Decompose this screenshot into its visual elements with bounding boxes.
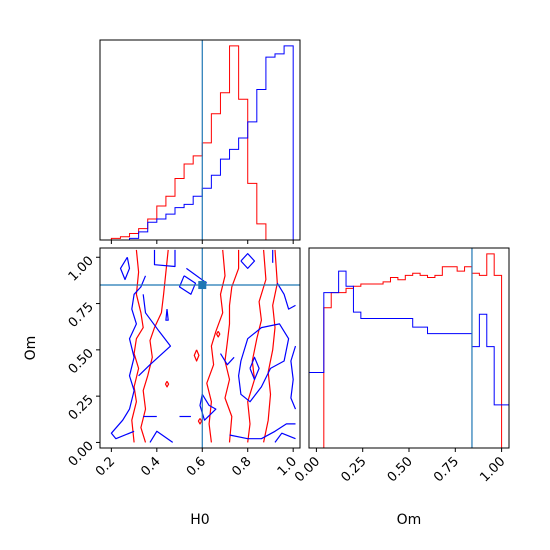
contour-line-2-19	[274, 432, 296, 443]
om-hist-line-2	[308, 270, 510, 448]
contour-frame	[99, 247, 301, 449]
contour-y-axis: 0.00 0.25 0.50 0.75 1.00	[66, 253, 100, 470]
contour-line-1-5	[247, 249, 267, 443]
om-x-tick-label: 0.25	[338, 454, 369, 485]
x-axis-label-om: Om	[397, 512, 422, 528]
y-tick-label: 0.25	[66, 392, 97, 423]
contour-line-2-17	[276, 282, 296, 310]
contour-line-1-8	[164, 381, 170, 388]
contour-line-1-2	[140, 249, 169, 443]
panel-h0-marginal	[99, 39, 301, 244]
y-tick-label: 0.00	[66, 439, 97, 470]
contour-line-2-3	[110, 275, 147, 440]
y-tick-label: 0.75	[66, 300, 97, 331]
panel-om-marginal: 0.00 0.25 0.50 0.75 1.00 Om	[292, 247, 510, 528]
contour-line-2-12	[238, 323, 290, 403]
x-tick-label: 0.6	[184, 454, 209, 479]
truth-marker	[198, 281, 207, 290]
om-x-axis: 0.00 0.25 0.50 0.75 1.00	[292, 448, 508, 485]
contour-line-2-5	[138, 294, 172, 377]
contour-line-2-7	[186, 267, 208, 284]
om-hist-line-1	[309, 253, 509, 449]
contour-line-1-9	[216, 331, 221, 338]
contour-x-axis: 0.2 0.4 0.6 0.8 1.0	[93, 448, 300, 479]
h0-marginal-frame	[99, 39, 301, 241]
h0-hist-series	[110, 45, 294, 244]
y-axis-label-om: Om	[23, 336, 39, 361]
contour-area	[110, 249, 297, 443]
om-x-tick-label: 1.00	[477, 454, 508, 485]
contour-line-2-10	[165, 309, 169, 321]
contour-line-1-1	[131, 249, 144, 443]
om-x-tick-label: 0.00	[292, 454, 323, 485]
contour-line-2-13	[249, 356, 260, 381]
om-hist-series	[308, 253, 510, 449]
contour-line-1-3	[206, 249, 226, 443]
y-tick-label: 1.00	[66, 253, 97, 284]
contour-line-2-2	[153, 249, 176, 268]
contour-line-2-6	[178, 275, 197, 295]
om-x-tick-label: 0.75	[431, 454, 462, 485]
x-tick-label: 0.8	[229, 454, 254, 479]
contour-line-1-7	[193, 349, 200, 362]
x-tick-label: 0.4	[138, 454, 163, 479]
contour-line-2-1	[119, 256, 131, 281]
y-tick-label: 0.50	[66, 346, 97, 377]
contour-line-1-4	[224, 249, 240, 443]
contour-line-2-4	[149, 430, 174, 443]
contour-line-2-14	[219, 353, 235, 366]
h0-hist-line-2	[111, 45, 294, 241]
contour-line-2-20	[290, 345, 297, 410]
contour-line-2-11	[199, 393, 217, 421]
contour-line-1-10	[197, 418, 203, 425]
panel-h0-om-contour: 0.2 0.4 0.6 0.8 1.0 0.000.250.500.751.00 H0 …	[23, 247, 301, 528]
contour-line-2-18	[229, 423, 296, 440]
x-tick-label: 0.2	[93, 454, 118, 479]
x-axis-label-h0: H0	[190, 512, 209, 528]
contour-line-2-15	[240, 253, 256, 269]
om-x-tick-label: 0.50	[385, 454, 416, 485]
contour-line-1-6	[263, 249, 278, 443]
